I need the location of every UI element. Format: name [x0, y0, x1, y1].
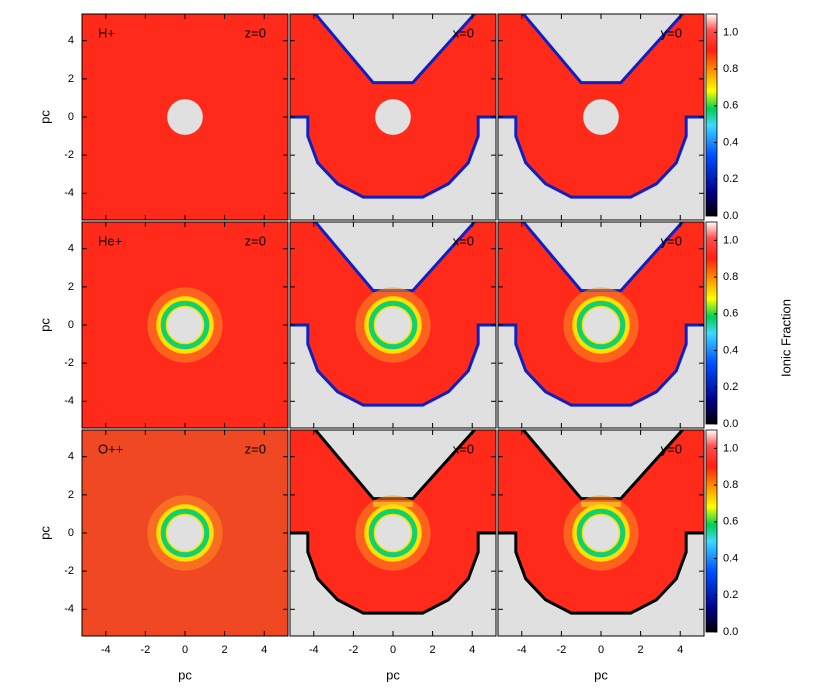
y-tick-label: 4: [68, 35, 74, 47]
slice-label: x=0: [453, 233, 474, 248]
x-axis-label: pc: [178, 667, 192, 682]
x-tick-label: 0: [598, 644, 604, 656]
y-tick-label: 4: [68, 243, 74, 255]
halo-ring: [576, 300, 626, 350]
neutral-core: [375, 515, 411, 551]
slice-label: x=0: [453, 441, 474, 456]
y-tick-label: 0: [68, 527, 74, 539]
panel: [290, 14, 496, 220]
y-tick-label: 2: [68, 281, 74, 293]
slice-label: x=0: [453, 25, 474, 40]
colorbar-tick-label: 0.4: [723, 136, 738, 148]
ion-label: H+: [98, 25, 115, 40]
x-tick-label: 4: [469, 644, 475, 656]
colorbar-tick-label: 0.6: [723, 516, 738, 528]
colorbar: [705, 221, 718, 425]
y-tick-label: -4: [64, 603, 74, 615]
x-tick-label: -4: [101, 644, 111, 656]
neutral-core: [167, 515, 203, 551]
halo-ring: [368, 300, 418, 350]
y-tick-label: -4: [64, 395, 74, 407]
neutral-core: [375, 99, 411, 135]
y-tick-label: 2: [68, 73, 74, 85]
slice-label: y=0: [661, 233, 682, 248]
colorbar-tick-label: 0.4: [723, 344, 738, 356]
y-tick-label: 2: [68, 489, 74, 501]
panel: [290, 222, 496, 428]
halo-ring: [160, 300, 210, 350]
x-tick-label: 2: [222, 644, 228, 656]
colorbar-tick-label: 0.4: [723, 552, 738, 564]
neutral-core: [583, 307, 619, 343]
panel: [82, 222, 288, 428]
x-tick-label: -4: [517, 644, 527, 656]
halo-ring: [368, 508, 418, 558]
y-tick-label: 0: [68, 319, 74, 331]
colorbar-tick-label: 0.0: [723, 210, 738, 222]
x-tick-label: -2: [348, 644, 358, 656]
y-axis-label: pc: [37, 110, 52, 124]
colorbar-tick-label: 0.2: [723, 381, 738, 393]
y-axis-label: pc: [37, 526, 52, 540]
panel: [290, 430, 496, 636]
colorbar: [705, 13, 718, 217]
colorbar-tick-label: 0.6: [723, 100, 738, 112]
x-tick-label: -4: [309, 644, 319, 656]
slice-label: z=0: [245, 233, 266, 248]
x-axis-label: pc: [386, 667, 400, 682]
colorbar-tick-label: 0.6: [723, 308, 738, 320]
colorbar-tick-label: 0.0: [723, 418, 738, 430]
slice-label: z=0: [245, 25, 266, 40]
neutral-core: [167, 99, 203, 135]
slice-label: y=0: [661, 25, 682, 40]
x-tick-label: 0: [182, 644, 188, 656]
neutral-core: [167, 307, 203, 343]
x-tick-label: -2: [556, 644, 566, 656]
panel: [498, 14, 704, 220]
x-tick-label: -2: [140, 644, 150, 656]
halo-ring: [576, 508, 626, 558]
colorbar-tick-label: 0.8: [723, 271, 738, 283]
x-tick-label: 4: [261, 644, 267, 656]
colorbar: [705, 429, 718, 633]
colorbar-tick-label: 0.0: [723, 626, 738, 638]
y-tick-label: -4: [64, 187, 74, 199]
x-tick-label: 0: [390, 644, 396, 656]
slice-label: z=0: [245, 441, 266, 456]
panel: [82, 14, 288, 220]
y-tick-label: -2: [64, 149, 74, 161]
colorbar-tick-label: 0.8: [723, 63, 738, 75]
neutral-core: [375, 307, 411, 343]
colorbar-tick-label: 1.0: [723, 442, 738, 454]
panel: [498, 430, 704, 636]
y-axis-label: pc: [37, 318, 52, 332]
y-tick-label: 4: [68, 451, 74, 463]
x-axis-label: pc: [594, 667, 608, 682]
colorbar-tick-label: 0.8: [723, 479, 738, 491]
panel: [82, 430, 288, 636]
colorbar-tick-label: 0.2: [723, 589, 738, 601]
ion-label: O++: [98, 441, 123, 456]
halo-ring: [160, 508, 210, 558]
x-tick-label: 2: [430, 644, 436, 656]
x-tick-label: 4: [677, 644, 683, 656]
colorbar-tick-label: 0.2: [723, 173, 738, 185]
panel: [498, 222, 704, 428]
neutral-core: [583, 99, 619, 135]
y-tick-label: -2: [64, 565, 74, 577]
y-tick-label: 0: [68, 111, 74, 123]
ion-label: He+: [98, 233, 122, 248]
colorbar-tick-label: 1.0: [723, 26, 738, 38]
colorbar-tick-label: 1.0: [723, 234, 738, 246]
slice-label: y=0: [661, 441, 682, 456]
x-tick-label: 2: [638, 644, 644, 656]
colorbar-label: Ionic Fraction: [778, 299, 793, 377]
y-tick-label: -2: [64, 357, 74, 369]
neutral-core: [583, 515, 619, 551]
